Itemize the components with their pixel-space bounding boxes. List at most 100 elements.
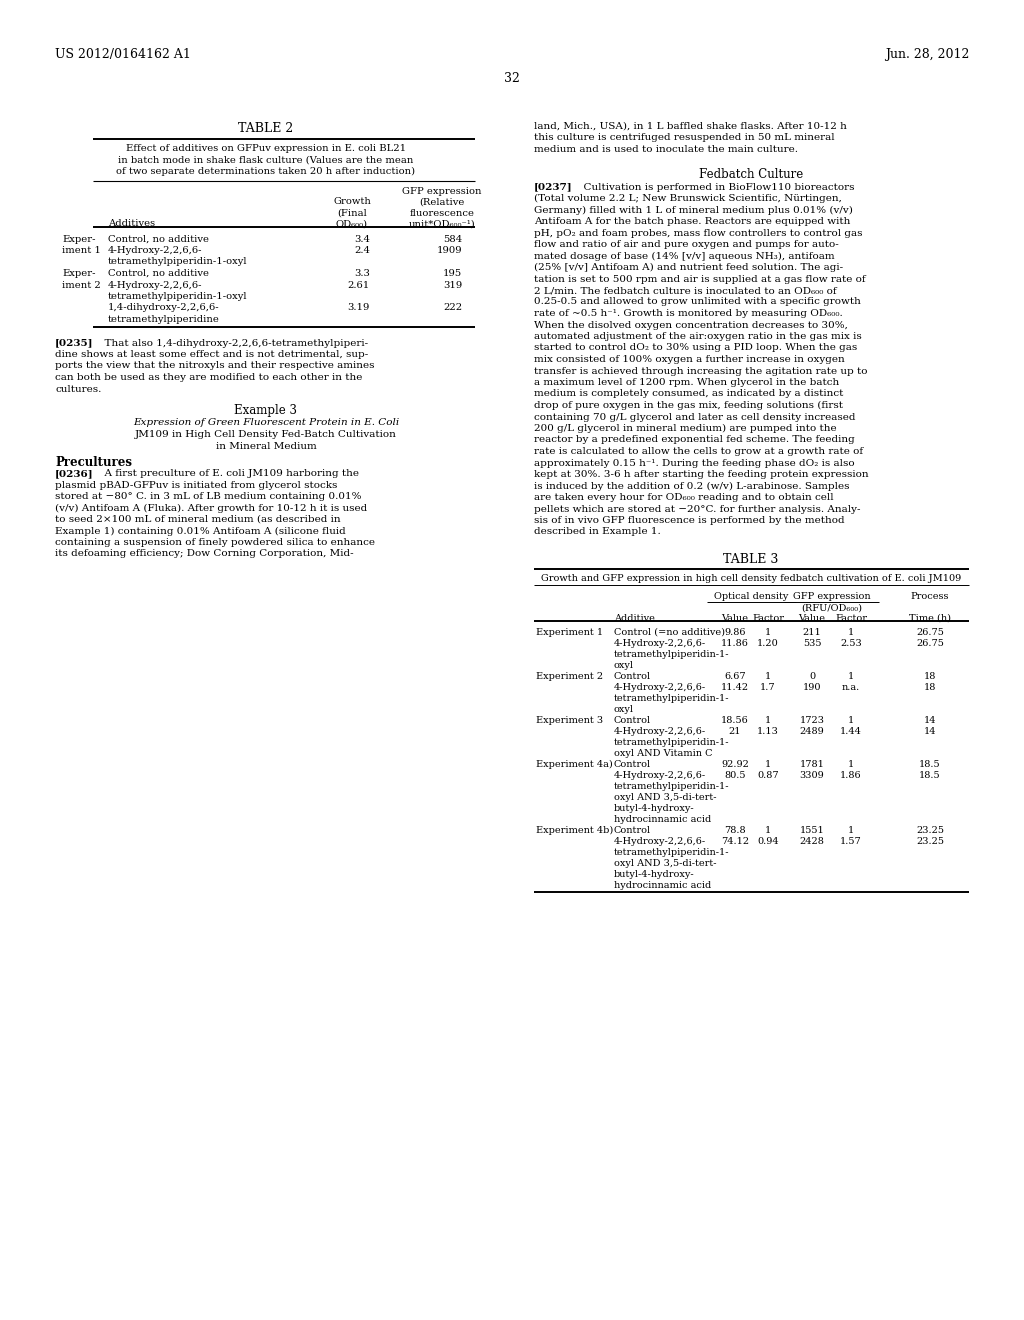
Text: 3.3: 3.3 [354, 269, 370, 279]
Text: JM109 in High Cell Density Fed-Batch Cultivation: JM109 in High Cell Density Fed-Batch Cul… [135, 430, 397, 440]
Text: 23.25: 23.25 [916, 826, 944, 836]
Text: tetramethylpiperidin-1-: tetramethylpiperidin-1- [614, 694, 729, 704]
Text: tetramethylpiperidin-1-oxyl: tetramethylpiperidin-1-oxyl [108, 257, 248, 267]
Text: 3.4: 3.4 [354, 235, 370, 243]
Text: 0.25-0.5 and allowed to grow unlimited with a specific growth: 0.25-0.5 and allowed to grow unlimited w… [534, 297, 861, 306]
Text: Experiment 4a): Experiment 4a) [536, 760, 612, 770]
Text: 11.42: 11.42 [721, 682, 750, 692]
Text: (RFU/OD₆₀₀): (RFU/OD₆₀₀) [801, 605, 862, 612]
Text: 18: 18 [924, 672, 936, 681]
Text: 18.56: 18.56 [721, 715, 749, 725]
Text: Control (=no additive): Control (=no additive) [614, 628, 725, 638]
Text: tetramethylpiperidin-1-: tetramethylpiperidin-1- [614, 738, 729, 747]
Text: its defoaming efficiency; Dow Corning Corporation, Mid-: its defoaming efficiency; Dow Corning Co… [55, 549, 353, 558]
Text: mix consisted of 100% oxygen a further increase in oxygen: mix consisted of 100% oxygen a further i… [534, 355, 845, 364]
Text: tation is set to 500 rpm and air is supplied at a gas flow rate of: tation is set to 500 rpm and air is supp… [534, 275, 865, 284]
Text: 1551: 1551 [800, 826, 824, 836]
Text: Precultures: Precultures [55, 455, 132, 469]
Text: 4-Hydroxy-2,2,6,6-: 4-Hydroxy-2,2,6,6- [614, 771, 707, 780]
Text: TABLE 2: TABLE 2 [239, 121, 294, 135]
Text: is induced by the addition of 0.2 (w/v) L-arabinose. Samples: is induced by the addition of 0.2 (w/v) … [534, 482, 850, 491]
Text: US 2012/0164162 A1: US 2012/0164162 A1 [55, 48, 190, 61]
Text: Additives: Additives [108, 219, 155, 228]
Text: Fedbatch Culture: Fedbatch Culture [698, 169, 803, 181]
Text: oxyl: oxyl [614, 705, 634, 714]
Text: Example 3: Example 3 [234, 404, 298, 417]
Text: Factor: Factor [752, 614, 784, 623]
Text: hydrocinnamic acid: hydrocinnamic acid [614, 814, 712, 824]
Text: Value: Value [722, 614, 749, 623]
Text: Growth and GFP expression in high cell density fedbatch cultivation of E. coli J: Growth and GFP expression in high cell d… [541, 574, 962, 583]
Text: Control: Control [614, 826, 651, 836]
Text: 23.25: 23.25 [916, 837, 944, 846]
Text: 1.57: 1.57 [840, 837, 862, 846]
Text: Exper-: Exper- [62, 235, 95, 243]
Text: 6.67: 6.67 [724, 672, 745, 681]
Text: 190: 190 [803, 682, 821, 692]
Text: 1: 1 [765, 628, 771, 638]
Text: Cultivation is performed in BioFlow110 bioreactors: Cultivation is performed in BioFlow110 b… [577, 182, 854, 191]
Text: stored at −80° C. in 3 mL of LB medium containing 0.01%: stored at −80° C. in 3 mL of LB medium c… [55, 492, 361, 502]
Text: (Relative: (Relative [419, 198, 465, 206]
Text: 2.53: 2.53 [840, 639, 862, 648]
Text: a maximum level of 1200 rpm. When glycerol in the batch: a maximum level of 1200 rpm. When glycer… [534, 378, 840, 387]
Text: Control: Control [614, 715, 651, 725]
Text: described in Example 1.: described in Example 1. [534, 528, 660, 536]
Text: can both be used as they are modified to each other in the: can both be used as they are modified to… [55, 374, 362, 381]
Text: A first preculture of E. coli JM109 harboring the: A first preculture of E. coli JM109 harb… [98, 469, 359, 478]
Text: 584: 584 [442, 235, 462, 243]
Text: to seed 2×100 mL of mineral medium (as described in: to seed 2×100 mL of mineral medium (as d… [55, 515, 341, 524]
Text: mated dosage of base (14% [v/v] aqueous NH₃), antifoam: mated dosage of base (14% [v/v] aqueous … [534, 252, 835, 260]
Text: TABLE 3: TABLE 3 [723, 553, 778, 566]
Text: 1.20: 1.20 [757, 639, 779, 648]
Text: 1: 1 [848, 715, 854, 725]
Text: 1.7: 1.7 [760, 682, 776, 692]
Text: Example 1) containing 0.01% Antifoam A (silicone fluid: Example 1) containing 0.01% Antifoam A (… [55, 527, 346, 536]
Text: Control: Control [614, 760, 651, 770]
Text: unit*OD₆₀₀⁻¹): unit*OD₆₀₀⁻¹) [409, 219, 475, 228]
Text: drop of pure oxygen in the gas mix, feeding solutions (first: drop of pure oxygen in the gas mix, feed… [534, 401, 843, 411]
Text: medium is completely consumed, as indicated by a distinct: medium is completely consumed, as indica… [534, 389, 844, 399]
Text: medium and is used to inoculate the main culture.: medium and is used to inoculate the main… [534, 145, 798, 154]
Text: Expression of Green Fluorescent Protein in E. Coli: Expression of Green Fluorescent Protein … [133, 418, 399, 426]
Text: n.a.: n.a. [842, 682, 860, 692]
Text: 319: 319 [442, 281, 462, 289]
Text: 18.5: 18.5 [920, 760, 941, 770]
Text: 9.86: 9.86 [724, 628, 745, 638]
Text: iment 2: iment 2 [62, 281, 100, 289]
Text: [0236]: [0236] [55, 469, 93, 478]
Text: 74.12: 74.12 [721, 837, 750, 846]
Text: 211: 211 [803, 628, 821, 638]
Text: are taken every hour for OD₆₀₀ reading and to obtain cell: are taken every hour for OD₆₀₀ reading a… [534, 492, 834, 502]
Text: 18: 18 [924, 682, 936, 692]
Text: ports the view that the nitroxyls and their respective amines: ports the view that the nitroxyls and th… [55, 362, 375, 371]
Text: 1.44: 1.44 [840, 727, 862, 737]
Text: Experiment 3: Experiment 3 [536, 715, 603, 725]
Text: 14: 14 [924, 715, 936, 725]
Text: 200 g/L glycerol in mineral medium) are pumped into the: 200 g/L glycerol in mineral medium) are … [534, 424, 837, 433]
Text: 26.75: 26.75 [916, 639, 944, 648]
Text: Growth: Growth [333, 198, 371, 206]
Text: in Mineral Medium: in Mineral Medium [216, 442, 316, 451]
Text: containing a suspension of finely powdered silica to enhance: containing a suspension of finely powder… [55, 539, 375, 546]
Text: 4-Hydroxy-2,2,6,6-: 4-Hydroxy-2,2,6,6- [614, 682, 707, 692]
Text: oxyl AND 3,5-di-tert-: oxyl AND 3,5-di-tert- [614, 793, 717, 803]
Text: transfer is achieved through increasing the agitation rate up to: transfer is achieved through increasing … [534, 367, 867, 375]
Text: 32: 32 [504, 73, 520, 84]
Text: 92.92: 92.92 [721, 760, 749, 770]
Text: 1: 1 [848, 672, 854, 681]
Text: OD₆₀₀): OD₆₀₀) [336, 219, 368, 228]
Text: 1: 1 [765, 760, 771, 770]
Text: 2.61: 2.61 [348, 281, 370, 289]
Text: 2.4: 2.4 [354, 246, 370, 255]
Text: 26.75: 26.75 [916, 628, 944, 638]
Text: plasmid pBAD-GFPuv is initiated from glycerol stocks: plasmid pBAD-GFPuv is initiated from gly… [55, 480, 337, 490]
Text: [0237]: [0237] [534, 182, 572, 191]
Text: 1.86: 1.86 [840, 771, 862, 780]
Text: butyl-4-hydroxy-: butyl-4-hydroxy- [614, 870, 694, 879]
Text: 4-Hydroxy-2,2,6,6-: 4-Hydroxy-2,2,6,6- [614, 837, 707, 846]
Text: Optical density: Optical density [715, 591, 788, 601]
Text: butyl-4-hydroxy-: butyl-4-hydroxy- [614, 804, 694, 813]
Text: started to control dO₂ to 30% using a PID loop. When the gas: started to control dO₂ to 30% using a PI… [534, 343, 857, 352]
Text: tetramethylpiperidine: tetramethylpiperidine [108, 315, 220, 323]
